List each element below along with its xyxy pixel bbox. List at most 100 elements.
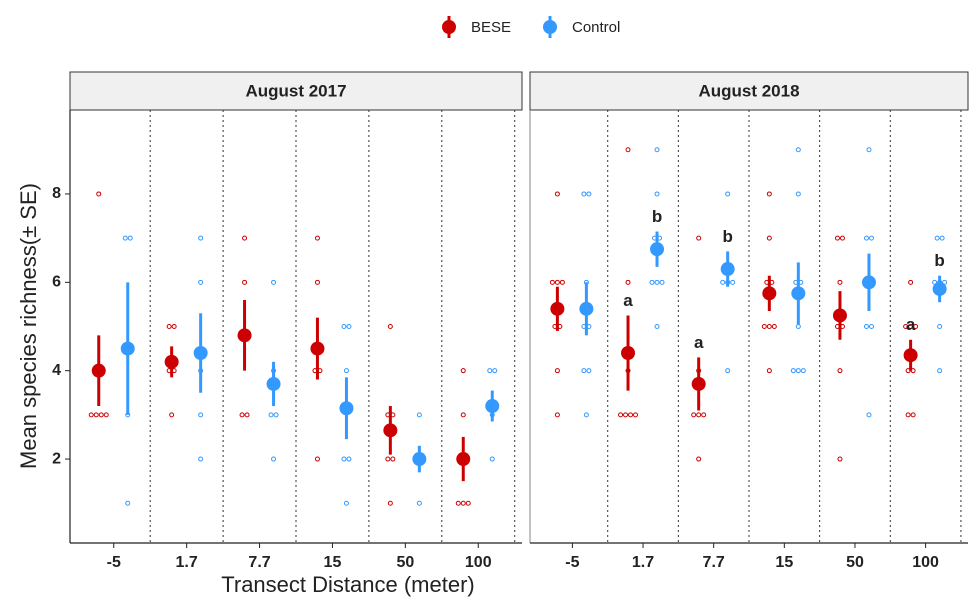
legend-marker [543, 20, 557, 34]
raw-point [863, 235, 869, 241]
raw-point [761, 324, 767, 329]
x-tick-label: 1.7 [176, 554, 198, 571]
raw-point [766, 235, 772, 241]
raw-point [625, 147, 631, 153]
raw-point [271, 279, 277, 285]
raw-point [88, 412, 94, 418]
x-tick-label: 15 [324, 554, 342, 571]
raw-point [455, 500, 461, 506]
raw-point [341, 324, 347, 329]
raw-point [242, 279, 248, 285]
raw-point [839, 235, 845, 241]
significance-letter: a [694, 333, 704, 352]
raw-point [460, 500, 466, 506]
x-tick-label: 50 [396, 554, 414, 571]
raw-point [725, 368, 731, 374]
raw-point [795, 191, 801, 197]
raw-point [866, 147, 872, 153]
mean-point [791, 286, 806, 301]
raw-point [934, 235, 940, 241]
mean-point [120, 341, 135, 356]
raw-point [581, 191, 587, 197]
raw-point [554, 279, 560, 285]
raw-point [343, 368, 349, 374]
raw-point [766, 191, 772, 197]
raw-point [696, 456, 702, 462]
raw-point [654, 191, 660, 197]
raw-point [701, 412, 707, 418]
raw-point [554, 191, 560, 197]
raw-point [623, 412, 629, 418]
raw-point [633, 412, 639, 418]
raw-point [465, 500, 471, 506]
raw-point [649, 279, 655, 285]
raw-point [586, 368, 592, 374]
legend-marker [442, 20, 456, 34]
raw-point [98, 412, 104, 418]
x-tick-label: 50 [846, 554, 864, 571]
raw-point [910, 412, 916, 418]
raw-point [346, 456, 352, 462]
significance-letter: b [934, 251, 944, 270]
raw-point [125, 500, 131, 506]
raw-point [720, 279, 726, 285]
mean-point [720, 262, 735, 277]
raw-point [795, 324, 801, 329]
raw-point [239, 412, 245, 418]
raw-point [122, 235, 128, 241]
raw-point [913, 324, 919, 329]
x-axis-title: Transect Distance (meter) [221, 572, 474, 597]
raw-point [583, 412, 589, 418]
raw-point [937, 324, 943, 329]
facet-strip [69, 71, 523, 111]
mean-point [932, 281, 947, 296]
raw-point [96, 191, 102, 197]
x-tick-label: 7.7 [703, 554, 725, 571]
raw-point [487, 368, 493, 374]
raw-point [654, 279, 660, 285]
raw-point [618, 412, 624, 418]
legend-label: Control [572, 19, 620, 36]
raw-point [268, 412, 274, 418]
raw-point [908, 279, 914, 285]
raw-point [554, 412, 560, 418]
mean-point [691, 376, 706, 391]
raw-point [795, 368, 801, 374]
significance-letter: b [652, 207, 662, 226]
raw-point [868, 324, 874, 329]
x-tick-label: -5 [107, 554, 121, 571]
raw-point [492, 368, 498, 374]
x-tick-label: 1.7 [632, 554, 654, 571]
raw-point [460, 368, 466, 374]
mean-point [903, 348, 918, 363]
raw-point [868, 235, 874, 241]
raw-point [581, 368, 587, 374]
x-tick-label: -5 [565, 554, 579, 571]
raw-point [586, 191, 592, 197]
raw-point [390, 456, 396, 462]
raw-point [559, 279, 565, 285]
raw-point [314, 456, 320, 462]
raw-point [103, 412, 109, 418]
raw-point [387, 324, 393, 329]
raw-point [625, 279, 631, 285]
raw-point [939, 235, 945, 241]
mean-point [339, 401, 354, 416]
significance-letter: a [623, 291, 633, 310]
raw-point [314, 279, 320, 285]
raw-point [937, 368, 943, 374]
raw-point [198, 456, 204, 462]
raw-point [341, 456, 347, 462]
mean-point [310, 341, 325, 356]
raw-point [127, 235, 133, 241]
raw-point [169, 412, 175, 418]
mean-point [762, 286, 777, 301]
mean-point [91, 363, 106, 378]
raw-point [795, 147, 801, 153]
mean-point [193, 346, 208, 361]
raw-point [654, 147, 660, 153]
raw-point [549, 279, 555, 285]
raw-point [903, 324, 909, 329]
raw-point [766, 324, 772, 329]
